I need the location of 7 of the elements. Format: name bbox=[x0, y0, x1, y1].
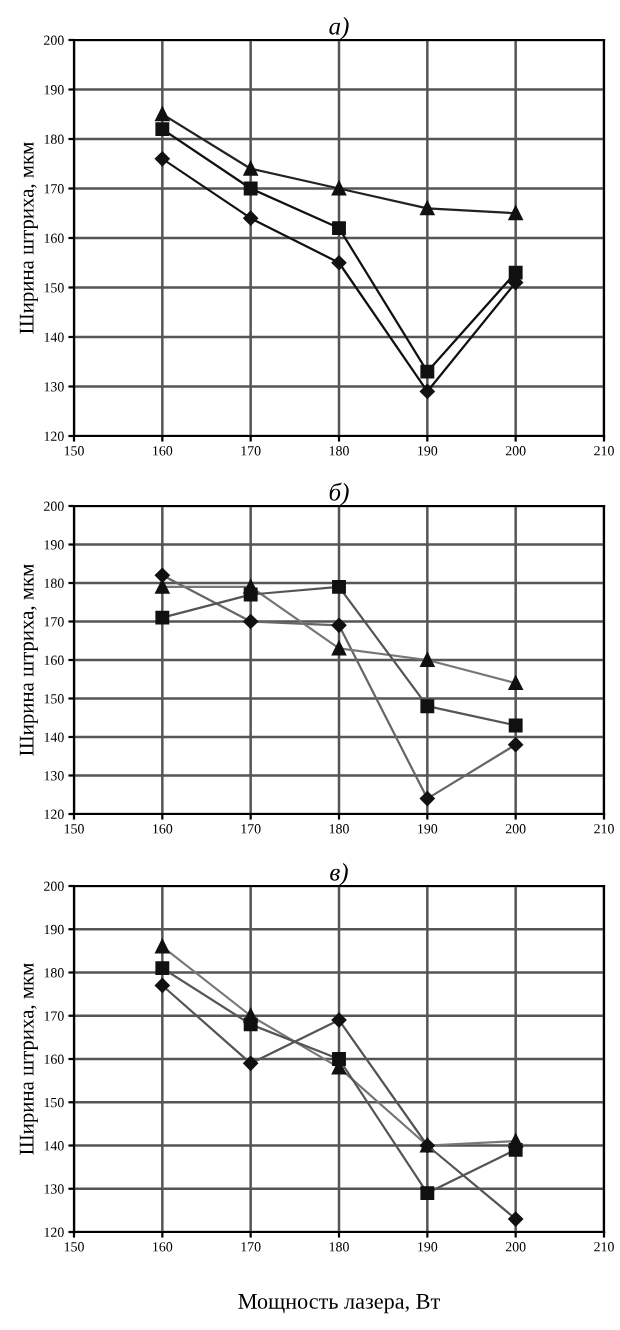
y-axis-title: Ширина штриха, мкм bbox=[19, 963, 38, 1155]
chart-title: а) bbox=[329, 17, 349, 40]
y-axis-title: Ширина штриха, мкм bbox=[19, 142, 38, 334]
chart-title: б) bbox=[329, 482, 349, 506]
y-axis-title: Ширина штриха, мкм bbox=[19, 564, 38, 756]
x-axis-title: Мощность лазера, Вт bbox=[238, 1294, 440, 1314]
chart-title: в) bbox=[330, 863, 348, 886]
